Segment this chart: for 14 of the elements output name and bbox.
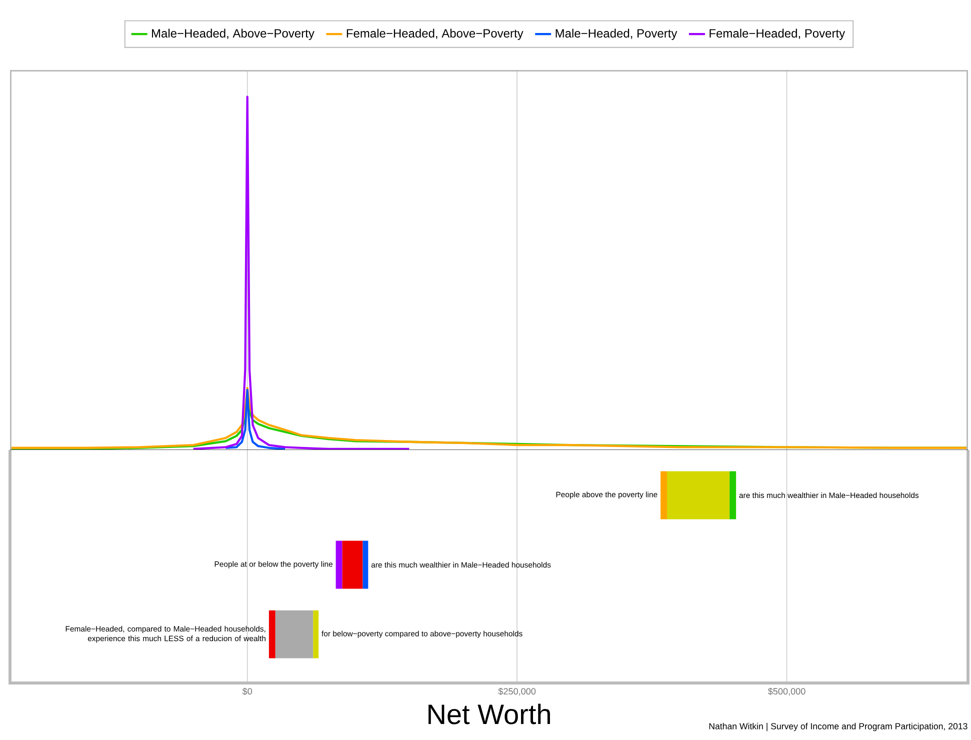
legend-label: Female−Headed, Poverty [710,28,846,40]
x-tick-label: $0 [242,688,252,696]
bar [275,610,314,658]
text: Nathan Witkin | Survey of Income and Program Participation, 2013 [709,722,968,732]
bar [730,471,736,520]
legend-label: Male−Headed, Poverty [556,28,678,40]
x-tick-label: $250,000 [498,688,536,696]
bar [660,471,668,520]
bar [362,540,368,589]
x-axis-title: Net Worth [428,704,550,724]
bar [336,540,342,589]
legend-label: Female−Headed, Above−Poverty [346,28,524,40]
legend-label: Male−Headed, Above−Poverty [152,28,314,40]
x-tick-label: $500,000 [768,688,806,696]
